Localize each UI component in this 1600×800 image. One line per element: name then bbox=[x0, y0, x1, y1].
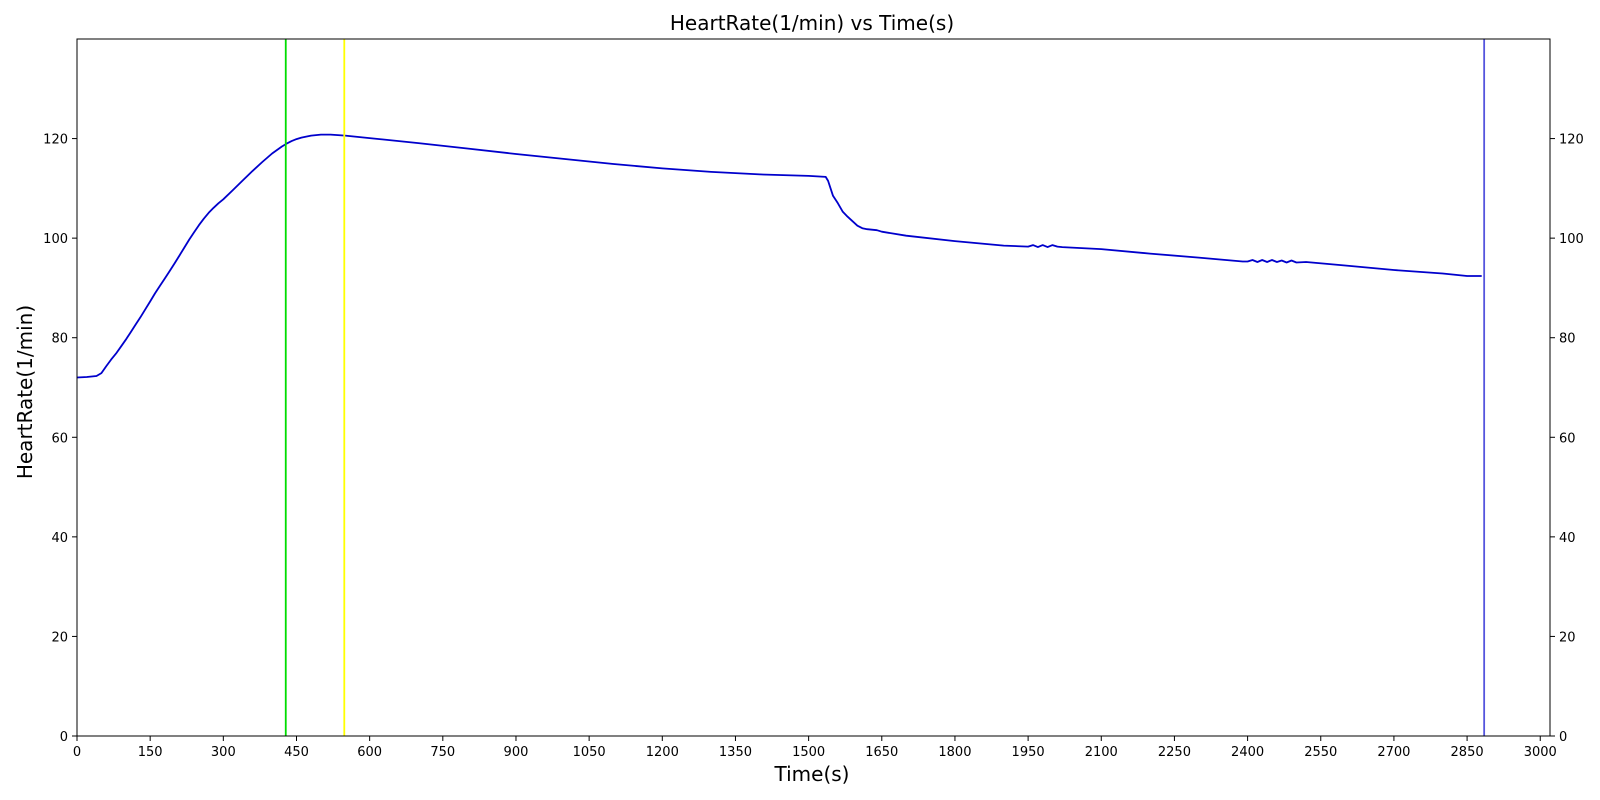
y-tick-label-right: 0 bbox=[1559, 730, 1567, 745]
x-tick-label: 900 bbox=[504, 745, 529, 760]
x-tick-label: 750 bbox=[430, 745, 455, 760]
x-tick-label: 1050 bbox=[573, 745, 606, 760]
x-tick-label: 1650 bbox=[865, 745, 898, 760]
x-tick-label: 2700 bbox=[1377, 745, 1410, 760]
x-tick-label: 1800 bbox=[938, 745, 971, 760]
y-tick-label-right: 40 bbox=[1559, 531, 1576, 546]
x-tick-label: 450 bbox=[284, 745, 309, 760]
y-tick-label-right: 80 bbox=[1559, 332, 1576, 347]
x-tick-label: 2400 bbox=[1231, 745, 1264, 760]
y-tick-label-right: 100 bbox=[1559, 232, 1584, 247]
plot-frame bbox=[76, 38, 1551, 737]
x-tick-label: 1950 bbox=[1012, 745, 1045, 760]
x-tick-label: 150 bbox=[138, 745, 163, 760]
x-tick-label: 1500 bbox=[792, 745, 825, 760]
x-tick-label: 1350 bbox=[719, 745, 752, 760]
x-tick-label: 2250 bbox=[1158, 745, 1191, 760]
y-tick-label-right: 60 bbox=[1559, 431, 1576, 446]
x-tick-label: 2850 bbox=[1451, 745, 1484, 760]
y-tick-label-left: 120 bbox=[43, 133, 68, 148]
y-tick-label-left: 80 bbox=[51, 332, 68, 347]
x-tick-label: 2550 bbox=[1304, 745, 1337, 760]
x-tick-label: 0 bbox=[73, 745, 81, 760]
ticks-layer: 0 150 300 450 600 750 900 1050 1200 1350 1500 1650 1… bbox=[43, 133, 1584, 760]
y-tick-label-right: 120 bbox=[1559, 133, 1584, 148]
y-tick-label-right: 20 bbox=[1559, 630, 1576, 645]
chart-title: HeartRate(1/min) vs Time(s) bbox=[670, 11, 954, 35]
y-tick-label-left: 60 bbox=[51, 431, 68, 446]
y-tick-label-left: 40 bbox=[51, 531, 68, 546]
x-tick-label: 3000 bbox=[1524, 745, 1557, 760]
x-tick-label: 600 bbox=[357, 745, 382, 760]
y-tick-label-left: 20 bbox=[51, 630, 68, 645]
x-axis-label: Time(s) bbox=[774, 762, 850, 786]
plot-layer bbox=[76, 39, 1486, 736]
series-line-0 bbox=[76, 133, 1482, 379]
x-tick-label: 1200 bbox=[646, 745, 679, 760]
x-tick-label: 300 bbox=[211, 745, 236, 760]
y-axis-label: HeartRate(1/min) bbox=[13, 305, 37, 479]
x-tick-label: 2100 bbox=[1085, 745, 1118, 760]
y-tick-label-left: 0 bbox=[60, 730, 68, 745]
y-tick-label-left: 100 bbox=[43, 232, 68, 247]
